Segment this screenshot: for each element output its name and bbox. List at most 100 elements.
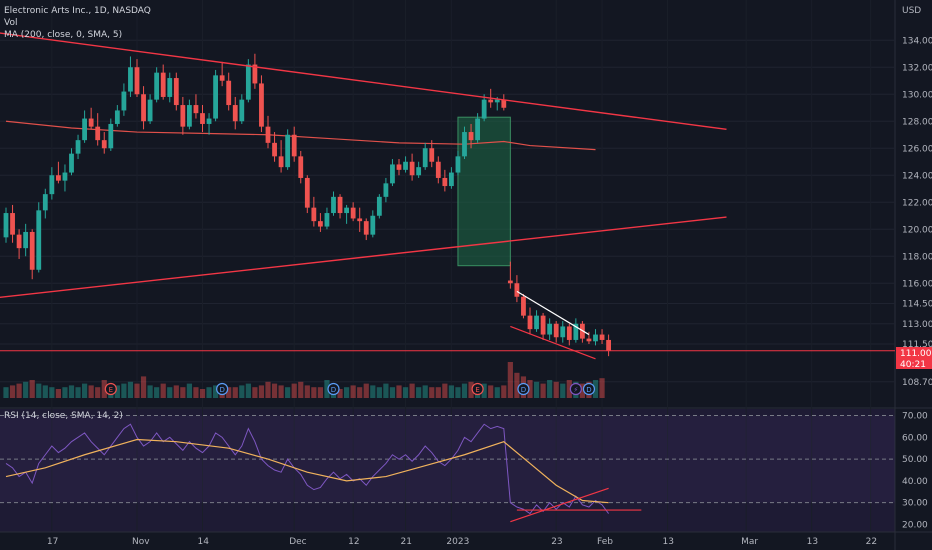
candle-body bbox=[49, 175, 55, 195]
earnings-icon[interactable]: E bbox=[104, 382, 117, 396]
candle bbox=[383, 177, 389, 203]
dividend-icon[interactable]: D bbox=[582, 382, 596, 396]
candle-body bbox=[278, 156, 284, 168]
price-tick-label: 113.00 bbox=[902, 320, 932, 330]
candle bbox=[396, 159, 402, 176]
dividend-icon[interactable]: D bbox=[327, 382, 340, 396]
time-tick-label: Dec bbox=[289, 537, 306, 547]
candle-body bbox=[435, 161, 441, 178]
volume-bar bbox=[402, 387, 409, 398]
earnings-icon[interactable]: E bbox=[471, 382, 484, 396]
price-tick-label: 114.50 bbox=[902, 300, 932, 310]
volume-bar bbox=[265, 381, 271, 398]
candle bbox=[134, 59, 140, 97]
axis-labels: 134.00 132.00 130.00 128.00 126.00 124.00 122.… bbox=[47, 36, 932, 547]
time-tick-label: 23 bbox=[551, 537, 562, 547]
candle-body bbox=[213, 75, 218, 119]
candle-body bbox=[56, 175, 61, 181]
candle bbox=[154, 67, 160, 103]
time-tick-label: 13 bbox=[663, 537, 674, 547]
candle-body bbox=[304, 177, 310, 208]
candle bbox=[547, 318, 553, 340]
ma-legend: MA (200, close, 0, SMA, 5) bbox=[4, 30, 122, 40]
volume-bar bbox=[173, 385, 179, 398]
volume-bar bbox=[501, 385, 507, 398]
candle-body bbox=[318, 221, 323, 227]
volume-bar bbox=[55, 389, 61, 398]
candle bbox=[390, 159, 395, 187]
volume-bar bbox=[468, 381, 474, 398]
candle-body bbox=[265, 126, 271, 143]
volume-bar bbox=[95, 387, 101, 398]
flash-icon[interactable]: ⚡ bbox=[569, 382, 582, 396]
candle bbox=[285, 129, 291, 170]
candle bbox=[344, 204, 349, 224]
dividend-icon-ring bbox=[517, 382, 530, 396]
countdown-text: 40:21 bbox=[900, 360, 926, 370]
candle-body bbox=[82, 118, 87, 141]
candle bbox=[363, 218, 369, 241]
candle bbox=[350, 202, 356, 222]
volume-bar bbox=[553, 381, 559, 398]
candle-body bbox=[573, 323, 579, 340]
price-tick-label: 118.00 bbox=[902, 252, 932, 262]
candle-body bbox=[403, 161, 408, 170]
candle bbox=[599, 329, 605, 344]
candle bbox=[416, 161, 422, 178]
candle bbox=[435, 156, 441, 184]
candle-body bbox=[527, 315, 533, 330]
candle-body bbox=[206, 118, 212, 124]
price-tick-label: 132.00 bbox=[902, 63, 932, 73]
candle bbox=[239, 94, 245, 124]
candle bbox=[376, 194, 382, 219]
candle bbox=[42, 188, 48, 219]
candle-body bbox=[95, 126, 101, 141]
candle bbox=[540, 312, 546, 340]
event-markers: E D D E D ⚡ D bbox=[104, 382, 596, 396]
candlestick-series bbox=[3, 53, 611, 357]
volume-bar bbox=[592, 380, 599, 398]
candle bbox=[370, 210, 376, 238]
price-tick-label: 134.00 bbox=[902, 36, 932, 46]
candle bbox=[449, 167, 454, 189]
candle-body bbox=[252, 64, 258, 84]
candle bbox=[252, 53, 258, 89]
volume-bar bbox=[213, 385, 219, 398]
candle-body bbox=[357, 218, 363, 222]
candle bbox=[10, 204, 15, 243]
candle-body bbox=[173, 78, 179, 106]
candle bbox=[69, 148, 74, 176]
dividend-icon[interactable]: D bbox=[517, 382, 530, 396]
time-tick-label: 12 bbox=[348, 537, 359, 547]
candle-body bbox=[36, 210, 42, 270]
volume-bar bbox=[566, 380, 572, 398]
volume-bar bbox=[49, 387, 55, 398]
candle bbox=[108, 118, 114, 151]
candle-body bbox=[200, 113, 205, 124]
volume-bar bbox=[23, 381, 29, 398]
volume-bar bbox=[252, 387, 258, 398]
candle bbox=[88, 107, 94, 130]
volume-bar bbox=[448, 385, 454, 398]
candle bbox=[514, 275, 520, 303]
candle bbox=[429, 140, 435, 168]
time-tick-label: 13 bbox=[807, 537, 818, 547]
volume-bar bbox=[199, 389, 206, 398]
candle bbox=[324, 207, 330, 230]
volume-bar bbox=[291, 383, 297, 398]
dividend-icon[interactable]: D bbox=[216, 382, 229, 396]
candle-body bbox=[481, 99, 487, 119]
time-tick-label: 14 bbox=[198, 537, 210, 547]
price-tick-label: 108.70 bbox=[902, 378, 932, 388]
volume-bar bbox=[226, 387, 232, 398]
volume-label: Vol bbox=[4, 18, 17, 28]
candle bbox=[560, 321, 566, 343]
candle-body bbox=[540, 315, 546, 335]
volume-bar bbox=[350, 385, 356, 398]
volume-bar bbox=[494, 387, 500, 398]
time-tick-label: 2023 bbox=[446, 537, 469, 547]
candle-body bbox=[553, 323, 559, 338]
candle-body bbox=[475, 118, 480, 141]
